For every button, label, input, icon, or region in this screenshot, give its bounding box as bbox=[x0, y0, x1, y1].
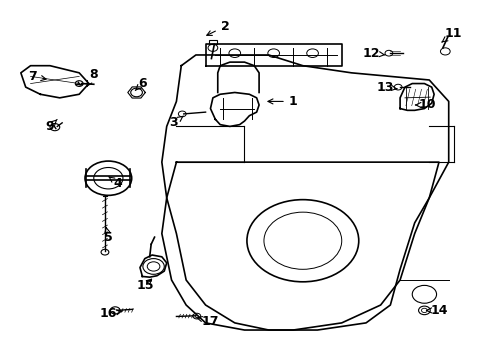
Text: 16: 16 bbox=[100, 307, 122, 320]
Text: 15: 15 bbox=[136, 279, 153, 292]
Text: 9: 9 bbox=[45, 120, 57, 133]
Text: 6: 6 bbox=[135, 77, 146, 90]
Text: 17: 17 bbox=[196, 315, 219, 328]
Text: 14: 14 bbox=[426, 304, 447, 317]
Text: 4: 4 bbox=[108, 177, 122, 190]
Text: 13: 13 bbox=[376, 81, 396, 94]
Text: 11: 11 bbox=[441, 27, 461, 42]
Text: 1: 1 bbox=[267, 95, 297, 108]
Text: 3: 3 bbox=[169, 116, 183, 129]
Text: 10: 10 bbox=[414, 99, 435, 112]
Text: 2: 2 bbox=[206, 20, 229, 35]
Text: 7: 7 bbox=[29, 70, 46, 83]
Text: 8: 8 bbox=[87, 68, 98, 86]
Text: 12: 12 bbox=[362, 47, 385, 60]
Text: 5: 5 bbox=[104, 228, 113, 244]
